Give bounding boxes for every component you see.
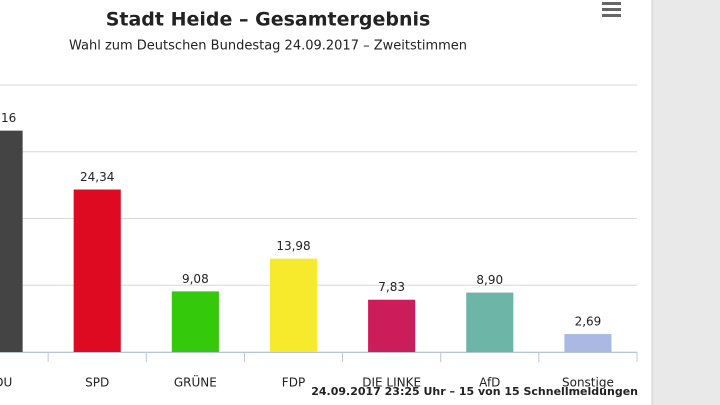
bar	[269, 258, 318, 352]
credit: 24.09.2017 23:25 Uhr – 15 von 15 Schnell…	[311, 385, 638, 398]
value-label: 13,98	[276, 239, 310, 253]
value-label: 9,08	[182, 272, 209, 286]
menu-bar	[602, 8, 621, 11]
x-tick-label: FDP	[282, 376, 305, 390]
x-tick-label: DIE LINKE	[362, 376, 421, 390]
menu-bar	[602, 2, 621, 5]
value-label: 2,69	[575, 315, 602, 329]
value-label: 8,90	[476, 273, 503, 287]
menu-bar	[602, 14, 621, 17]
chart-subtitle: Wahl zum Deutschen Bundestag 24.09.2017 …	[69, 39, 467, 54]
value-label: 24,34	[80, 170, 114, 184]
x-tick-label: SPD	[85, 376, 109, 390]
bar	[0, 130, 23, 352]
x-tick-label: CDU	[0, 376, 12, 390]
value-label: 7,83	[378, 280, 405, 294]
value-label: 33,16	[0, 111, 16, 125]
bar	[368, 299, 416, 352]
x-tick-label: Sonstige	[562, 376, 614, 390]
x-tick-label: AfD	[479, 376, 500, 390]
x-tick-label: GRÜNE	[174, 374, 217, 390]
bar	[171, 291, 219, 352]
bar	[466, 292, 514, 352]
bar	[564, 334, 612, 352]
menu-icon[interactable]	[602, 2, 621, 17]
bar	[73, 189, 121, 352]
chart-title: Stadt Heide – Gesamtergebnis	[106, 9, 431, 31]
